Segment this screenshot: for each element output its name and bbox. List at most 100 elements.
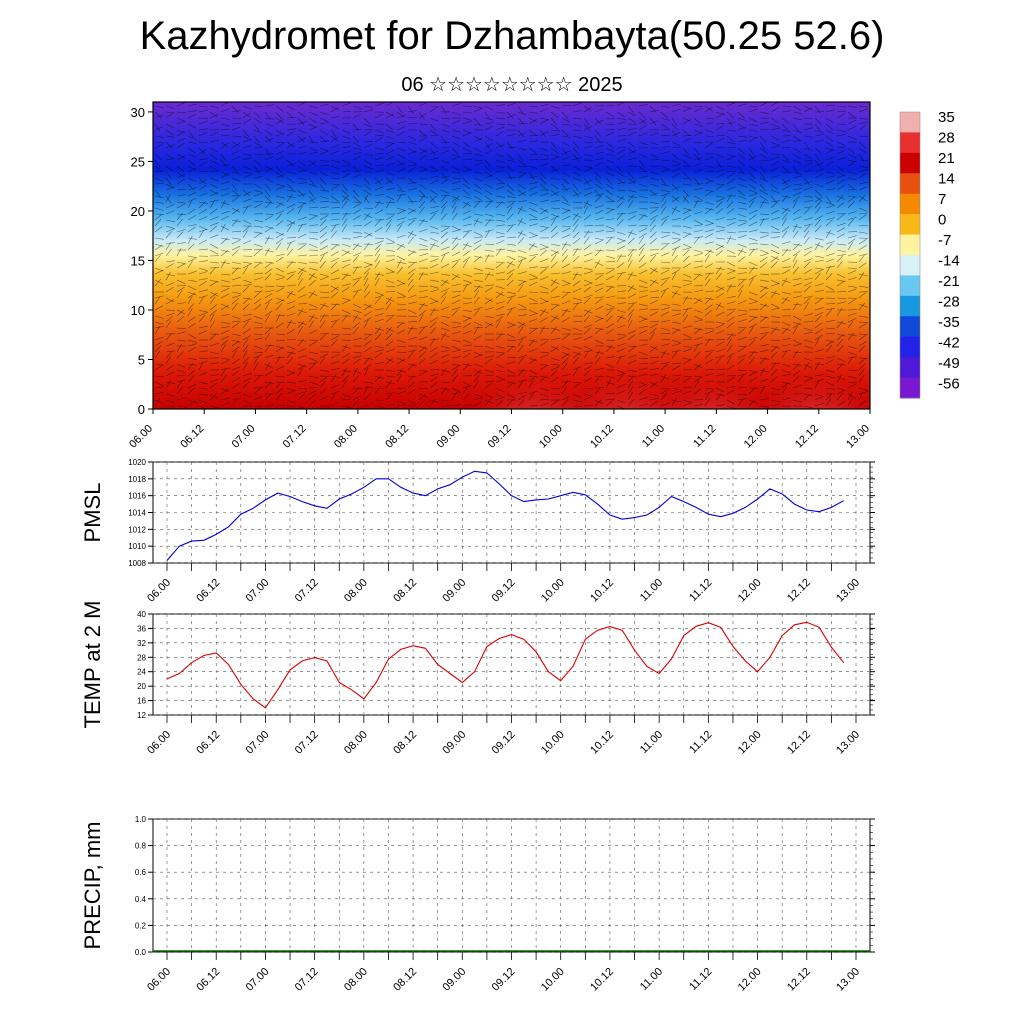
wind-barb (231, 297, 239, 305)
wind-barb (539, 276, 549, 281)
wind-barb (407, 273, 415, 281)
wind-barb (286, 159, 294, 167)
wind-barb (649, 381, 659, 387)
wind-barb (539, 216, 549, 221)
temp-2m-x-tick-label: 08.12 (391, 729, 419, 757)
wind-barb (517, 237, 525, 245)
wind-barb (605, 399, 614, 407)
wind-barb (803, 378, 813, 383)
precip-x-tick-label: 09.12 (490, 966, 518, 994)
colorbar-swatch (900, 377, 920, 399)
wind-barb (726, 231, 736, 234)
wind-barb (726, 322, 735, 329)
wind-barb (616, 383, 626, 389)
wind-barb (748, 135, 758, 139)
wind-barb (385, 187, 395, 191)
wind-barb (275, 356, 286, 359)
wind-barb (396, 358, 405, 365)
wind-barb (605, 159, 615, 164)
wind-barb (308, 261, 318, 264)
precip-y-tick-label: 1.0 (135, 815, 147, 824)
wind-barb (154, 177, 164, 182)
wind-barb (627, 211, 637, 215)
wind-barb (847, 235, 857, 239)
wind-barb (682, 165, 692, 168)
colorbar-swatch (900, 295, 920, 317)
wind-barb (209, 362, 219, 365)
wind-barb (550, 207, 561, 210)
wind-barb (352, 147, 362, 150)
wind-barb (495, 159, 505, 163)
wind-barb (561, 399, 569, 407)
precip-x-tick-label: 10.12 (588, 966, 616, 994)
wind-barb (528, 171, 535, 180)
wind-barb (374, 201, 384, 204)
wind-barb (418, 201, 426, 209)
colorbar-swatch (900, 112, 920, 133)
wind-barb (517, 153, 524, 162)
wind-barb (660, 351, 670, 356)
wind-barb (352, 252, 362, 257)
wind-barb (550, 326, 557, 335)
wind-barb (605, 363, 615, 368)
wind-barb (792, 123, 799, 132)
wind-barb (715, 373, 725, 377)
wind-barb (792, 135, 801, 142)
wind-barb (759, 349, 769, 353)
wind-barb (231, 122, 242, 125)
wind-barb (605, 398, 616, 401)
wind-barb (374, 399, 385, 401)
wind-barb (671, 129, 678, 138)
wind-barb (231, 377, 240, 383)
wind-barb (858, 195, 867, 201)
wind-barb (473, 123, 483, 126)
wind-barb (682, 345, 692, 348)
wind-barb (154, 153, 162, 161)
wind-barb (253, 351, 264, 353)
wind-barb (858, 186, 868, 191)
wind-barb (473, 285, 483, 288)
wind-barb (671, 159, 681, 165)
wind-barb (165, 350, 175, 353)
wind-barb (693, 285, 704, 287)
wind-barb (682, 249, 690, 257)
wind-barb (539, 285, 549, 290)
wind-barb (803, 258, 813, 263)
wind-barb (264, 104, 274, 107)
wind-barb (759, 243, 769, 246)
wind-barb (231, 392, 241, 395)
wind-barb (473, 213, 483, 216)
wind-barb (506, 399, 514, 407)
wind-barb (396, 243, 404, 251)
wind-barb (407, 217, 417, 221)
wind-barb (550, 156, 560, 161)
wind-barb (473, 321, 483, 326)
wind-barb (858, 292, 867, 299)
wind-barb (858, 117, 868, 120)
wind-barb (341, 393, 351, 398)
wind-barb (561, 227, 571, 233)
wind-barb (352, 203, 361, 209)
wind-barb (275, 313, 281, 323)
wind-barb (781, 363, 791, 367)
wind-barb (594, 327, 604, 330)
wind-barb (781, 309, 792, 311)
wind-barb (440, 213, 448, 221)
wind-barb (308, 151, 318, 155)
wind-barb (429, 346, 438, 353)
wind-barb (286, 183, 294, 191)
wind-barb (308, 308, 318, 311)
wind-barb (825, 135, 834, 142)
wind-barb (484, 358, 493, 365)
wind-barb (264, 273, 272, 281)
wind-barb (209, 153, 218, 160)
wind-barb (616, 111, 625, 117)
wind-barb (660, 105, 670, 108)
wind-barb (528, 358, 537, 365)
wind-barb (517, 139, 527, 143)
wind-barb (319, 129, 328, 135)
wind-barb (407, 219, 415, 227)
wind-barb (385, 258, 395, 263)
wind-barb (484, 393, 494, 399)
wind-barb (737, 234, 747, 239)
